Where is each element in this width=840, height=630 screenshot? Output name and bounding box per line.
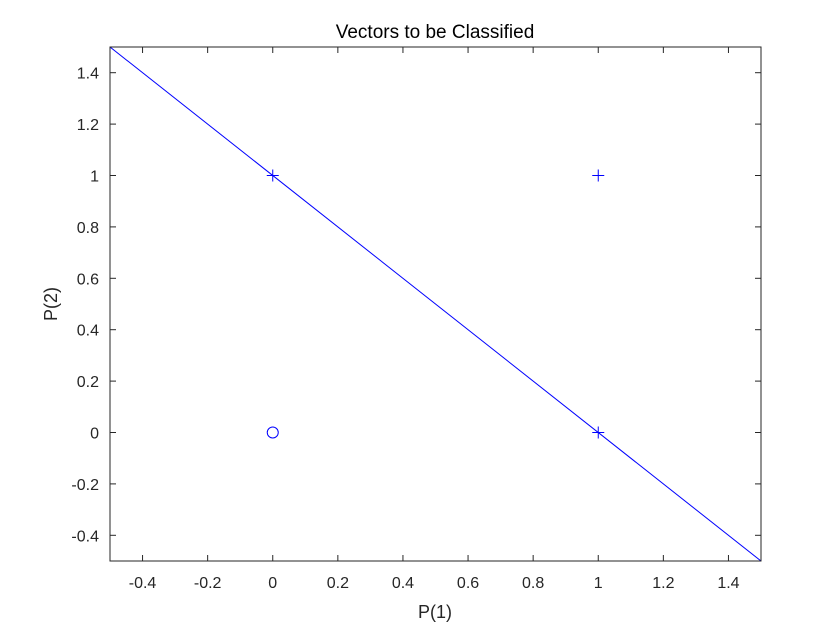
- x-tick-label: 0.6: [457, 575, 479, 592]
- y-tick-label: 0: [90, 426, 99, 443]
- markers-layer: [266, 169, 605, 439]
- x-tick-label: 1: [594, 575, 603, 592]
- x-axis-label: P(1): [418, 602, 452, 622]
- plus-marker: [266, 169, 279, 182]
- plus-marker: [592, 169, 605, 182]
- x-tick-label: 0.2: [327, 575, 349, 592]
- y-tick-label: 1: [90, 169, 99, 186]
- y-tick-label: 0.2: [77, 374, 99, 391]
- x-tick-label: 0.8: [522, 575, 544, 592]
- y-tick-label: -0.2: [71, 477, 99, 494]
- y-ticks: -0.4 -0.2 0 0.2 0.4 0.6 0.8 1 1.2 1.4: [71, 66, 761, 545]
- x-tick-label: 0: [268, 575, 277, 592]
- y-tick-label: 1.2: [77, 117, 99, 134]
- y-tick-label: -0.4: [71, 528, 99, 545]
- x-tick-label: 1.4: [717, 575, 739, 592]
- axes-box: [109, 46, 762, 562]
- y-tick-label: 0.6: [77, 271, 99, 288]
- x-tick-label: 0.4: [392, 575, 414, 592]
- plus-marker: [592, 426, 605, 439]
- x-tick-label: -0.4: [129, 575, 157, 592]
- y-tick-label: 0.4: [77, 323, 99, 340]
- x-ticks: -0.4 -0.2 0 0.2 0.4 0.6 0.8 1 1.2 1.4: [129, 47, 740, 592]
- decision-boundary-line: [110, 47, 761, 561]
- circle-marker: [266, 426, 279, 439]
- x-tick-label: -0.2: [194, 575, 222, 592]
- y-tick-label: 1.4: [77, 66, 99, 83]
- y-tick-label: 0.8: [77, 220, 99, 237]
- chart-title: Vectors to be Classified: [336, 22, 535, 43]
- x-tick-label: 1.2: [652, 575, 674, 592]
- y-axis-label: P(2): [41, 287, 61, 321]
- decision-boundary-layer: [110, 47, 761, 561]
